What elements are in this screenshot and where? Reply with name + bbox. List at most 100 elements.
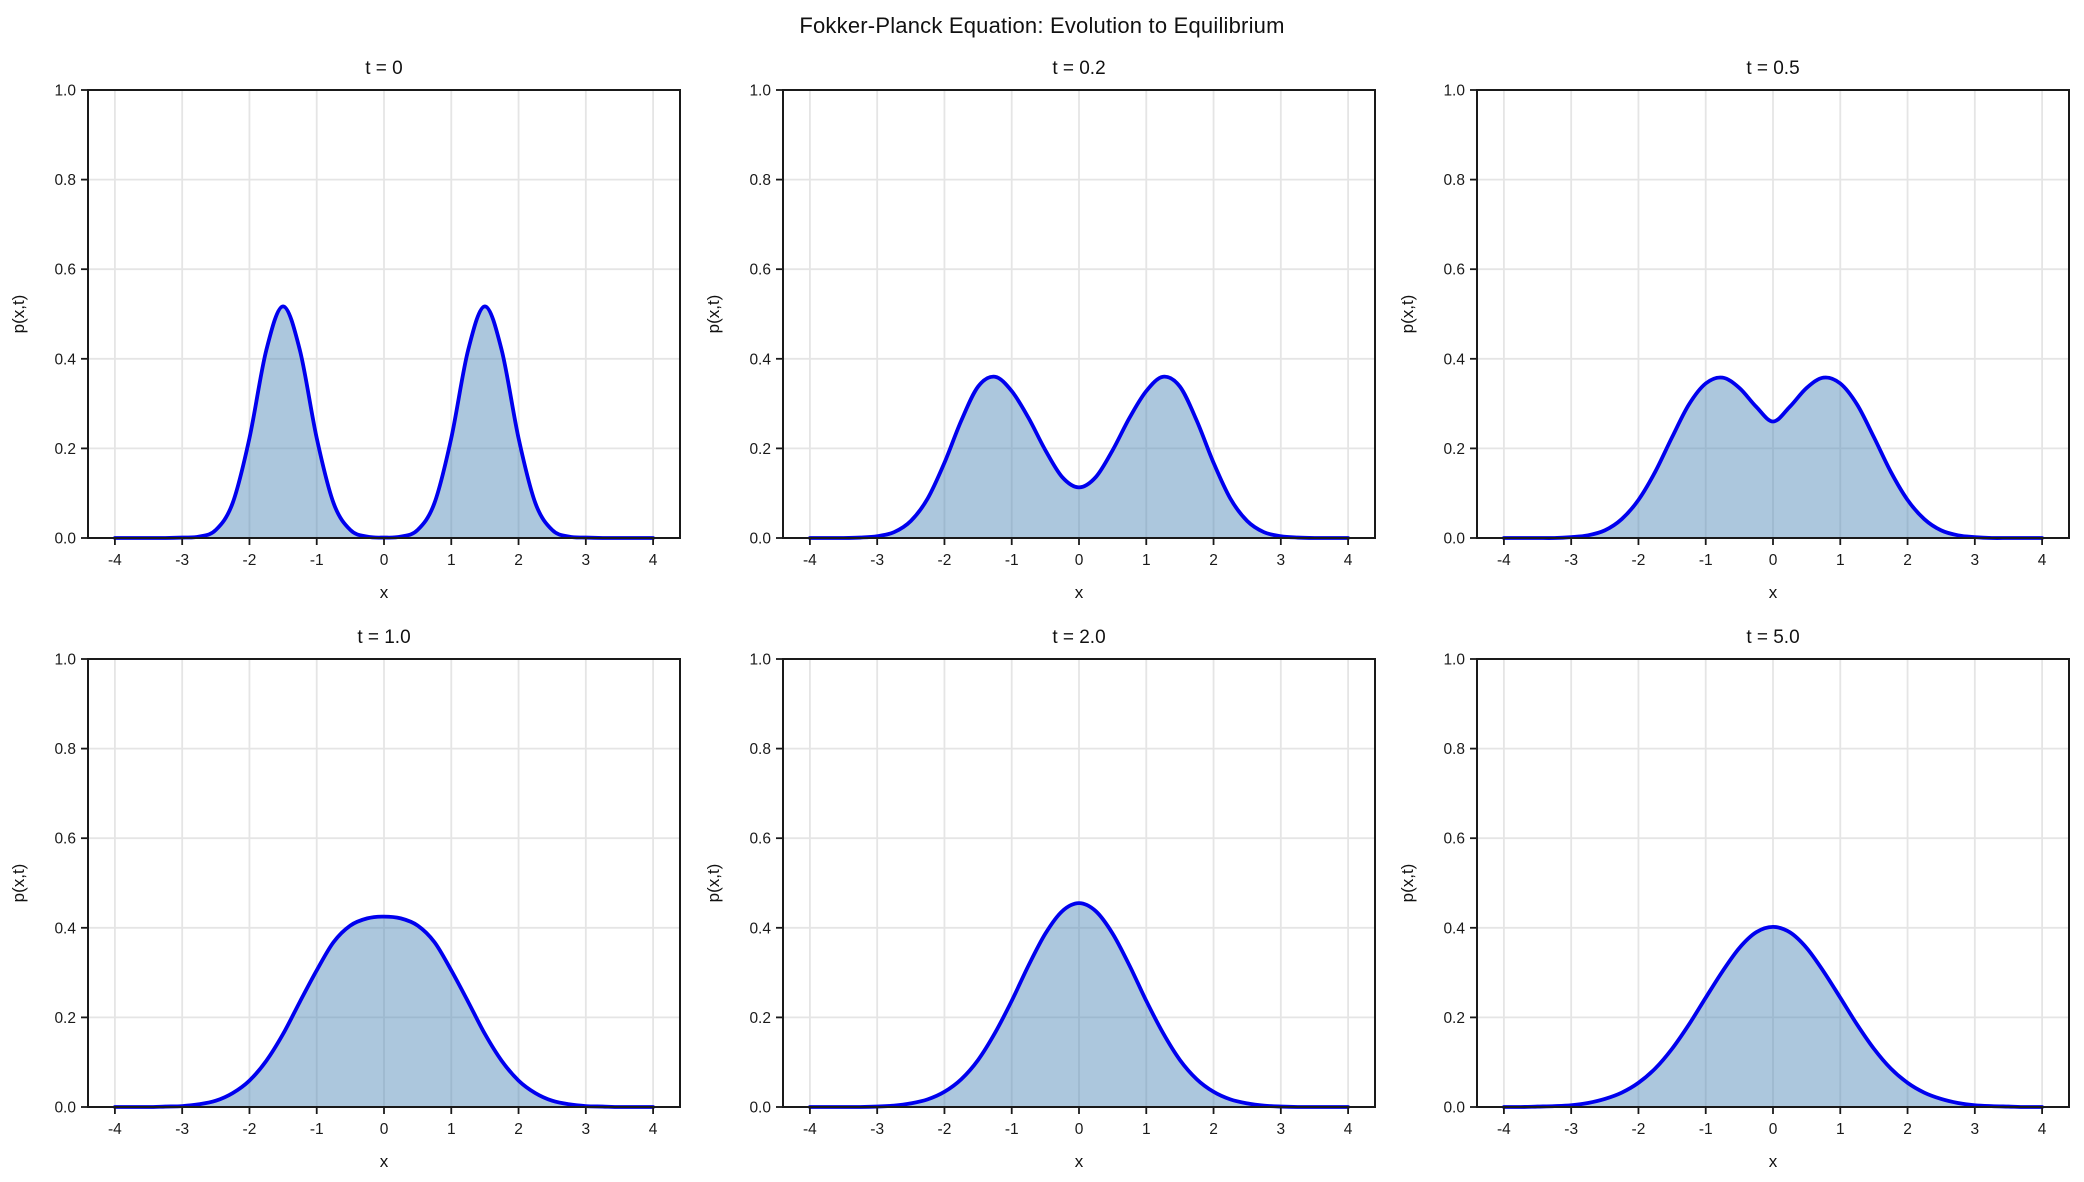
y-tick-label: 1.0 <box>54 652 76 669</box>
y-axis-label: p(x,t) <box>9 864 28 903</box>
x-tick-label: -4 <box>108 1121 122 1138</box>
x-tick-label: -3 <box>870 1121 884 1138</box>
x-tick-label: -1 <box>1004 552 1018 569</box>
x-axis-label: x <box>380 1152 389 1171</box>
y-tick-label: 0.0 <box>54 1100 76 1117</box>
x-tick-label: 3 <box>1276 552 1285 569</box>
y-tick-label: 0.0 <box>749 531 771 548</box>
x-tick-label: -1 <box>1699 1121 1713 1138</box>
x-axis-label: x <box>1769 1152 1778 1171</box>
figure-suptitle: Fokker-Planck Equation: Evolution to Equ… <box>799 13 1285 38</box>
subplot-cell-5: -4 -3 -2 -1 0 1 2 3 4 0.0 0.2 0.4 0.6 0.8 1.0 t = 5.0 x p… <box>1389 613 2084 1182</box>
y-axis-label: p(x,t) <box>704 295 723 334</box>
y-tick-label: 0.2 <box>54 441 76 458</box>
density-area <box>809 376 1348 539</box>
x-axis-label: x <box>1769 583 1778 602</box>
y-tick-label: 0.8 <box>749 741 771 758</box>
y-tick-label: 0.4 <box>54 351 76 368</box>
y-tick-label: 0.0 <box>54 531 76 548</box>
x-tick-label: 1 <box>1836 1121 1845 1138</box>
x-tick-label: -1 <box>1699 552 1713 569</box>
y-axis-label: p(x,t) <box>9 295 28 334</box>
y-tick-label: 0.2 <box>749 441 771 458</box>
ticks: -4 -3 -2 -1 0 1 2 3 4 0.0 0.2 0.4 0.6 0.8 1.0 <box>54 652 657 1139</box>
x-tick-label: 4 <box>2038 1121 2047 1138</box>
x-tick-label: 4 <box>1343 552 1352 569</box>
x-tick-label: -3 <box>870 552 884 569</box>
x-tick-label: -4 <box>1497 1121 1511 1138</box>
x-axis-label: x <box>1074 1152 1083 1171</box>
subplot-title: t = 0.5 <box>1747 58 1800 79</box>
density-area <box>1504 377 2043 539</box>
ticks: -4 -3 -2 -1 0 1 2 3 4 0.0 0.2 0.4 0.6 0.8 1.0 <box>749 652 1352 1139</box>
y-axis-label: p(x,t) <box>1398 295 1417 334</box>
x-tick-label: -3 <box>175 552 189 569</box>
x-tick-label: 3 <box>1971 1121 1980 1138</box>
x-tick-label: 3 <box>1971 552 1980 569</box>
y-tick-label: 0.4 <box>749 351 771 368</box>
gridlines <box>88 89 680 539</box>
x-tick-label: 4 <box>649 552 658 569</box>
subplot-4: -4 -3 -2 -1 0 1 2 3 4 0.0 0.2 0.4 0.6 0.8 1.0 t = 2.0 x p… <box>704 627 1376 1171</box>
y-tick-label: 1.0 <box>1444 83 1466 100</box>
density-curve <box>1502 375 2045 540</box>
x-tick-label: -2 <box>937 1121 951 1138</box>
subplot-title: t = 2.0 <box>1052 627 1105 648</box>
y-tick-label: 0.6 <box>54 262 76 279</box>
y-tick-label: 0.2 <box>1444 441 1466 458</box>
y-tick-label: 0.2 <box>1444 1010 1466 1027</box>
y-tick-label: 0.8 <box>749 172 771 189</box>
y-tick-label: 1.0 <box>54 83 76 100</box>
density-area <box>1504 926 2043 1108</box>
y-tick-label: 0.4 <box>54 920 76 937</box>
x-tick-label: 0 <box>380 552 389 569</box>
subplot-cell-2: -4 -3 -2 -1 0 1 2 3 4 0.0 0.2 0.4 0.6 0.8 1.0 t = 0.5 x p… <box>1389 44 2084 613</box>
y-tick-label: 0.8 <box>1444 172 1466 189</box>
subplot-2: -4 -3 -2 -1 0 1 2 3 4 0.0 0.2 0.4 0.6 0.8 1.0 t = 0.5 x p… <box>1398 58 2071 602</box>
y-tick-label: 1.0 <box>1444 652 1466 669</box>
subplot-cell-4: -4 -3 -2 -1 0 1 2 3 4 0.0 0.2 0.4 0.6 0.8 1.0 t = 2.0 x p… <box>695 613 1390 1182</box>
x-tick-label: 2 <box>1904 552 1913 569</box>
gridlines <box>782 89 1375 539</box>
y-tick-label: 0.8 <box>54 172 76 189</box>
x-tick-label: -3 <box>1565 552 1579 569</box>
density-area <box>114 916 654 1108</box>
subplot-title: t = 0.2 <box>1052 58 1105 79</box>
y-tick-label: 0.4 <box>1444 920 1466 937</box>
y-tick-label: 0.6 <box>54 831 76 848</box>
subplot-cell-1: -4 -3 -2 -1 0 1 2 3 4 0.0 0.2 0.4 0.6 0.8 1.0 t = 0.2 x p… <box>695 44 1390 613</box>
y-tick-label: 0.6 <box>1444 831 1466 848</box>
density-curve <box>1502 925 2045 1109</box>
subplot-grid: -4 -3 -2 -1 0 1 2 3 4 0.0 0.2 0.4 0.6 0.8 1.0 t = 0 x p(x… <box>0 44 2084 1182</box>
x-tick-label: 4 <box>1343 1121 1352 1138</box>
ticks: -4 -3 -2 -1 0 1 2 3 4 0.0 0.2 0.4 0.6 0.8 1.0 <box>1444 83 2047 570</box>
x-tick-label: -2 <box>937 552 951 569</box>
subplot-0: -4 -3 -2 -1 0 1 2 3 4 0.0 0.2 0.4 0.6 0.8 1.0 t = 0 x p(x… <box>9 58 681 602</box>
x-tick-label: -4 <box>1497 552 1511 569</box>
density-area <box>809 903 1348 1108</box>
x-tick-label: -1 <box>1004 1121 1018 1138</box>
x-tick-label: 0 <box>380 1121 389 1138</box>
subplot-1: -4 -3 -2 -1 0 1 2 3 4 0.0 0.2 0.4 0.6 0.8 1.0 t = 0.2 x p… <box>704 58 1376 602</box>
y-tick-label: 0.6 <box>749 831 771 848</box>
y-axis-label: p(x,t) <box>704 864 723 903</box>
x-tick-label: -4 <box>108 552 122 569</box>
x-tick-label: -3 <box>1565 1121 1579 1138</box>
ticks: -4 -3 -2 -1 0 1 2 3 4 0.0 0.2 0.4 0.6 0.8 1.0 <box>54 83 657 570</box>
y-tick-label: 0.4 <box>1444 351 1466 368</box>
x-tick-label: -2 <box>243 1121 257 1138</box>
x-tick-label: 0 <box>1769 552 1778 569</box>
subplot-cell-0: -4 -3 -2 -1 0 1 2 3 4 0.0 0.2 0.4 0.6 0.8 1.0 t = 0 x p(x… <box>0 44 695 613</box>
x-tick-label: 1 <box>1836 552 1845 569</box>
y-tick-label: 0.8 <box>1444 741 1466 758</box>
x-axis-label: x <box>1074 583 1083 602</box>
x-tick-label: 0 <box>1074 552 1083 569</box>
x-tick-label: 3 <box>1276 1121 1285 1138</box>
x-tick-label: 0 <box>1074 1121 1083 1138</box>
x-tick-label: 1 <box>1142 552 1151 569</box>
y-tick-label: 0.0 <box>749 1100 771 1117</box>
y-tick-label: 1.0 <box>749 83 771 100</box>
ticks: -4 -3 -2 -1 0 1 2 3 4 0.0 0.2 0.4 0.6 0.8 1.0 <box>749 83 1352 570</box>
y-tick-label: 1.0 <box>749 652 771 669</box>
